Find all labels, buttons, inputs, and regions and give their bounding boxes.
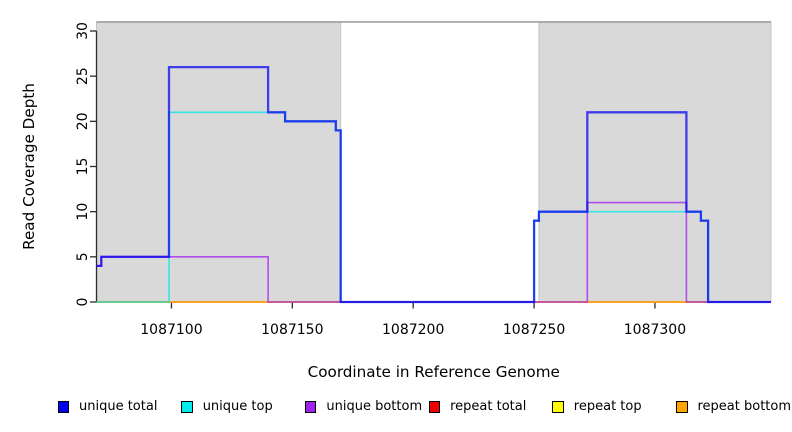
legend-label-unique-top: unique top xyxy=(202,399,273,414)
legend-item-repeat-top: repeat top xyxy=(552,398,642,416)
legend-swatch-unique-top xyxy=(181,401,193,413)
legend-label-repeat-bottom: repeat bottom xyxy=(697,399,792,414)
masked-region xyxy=(538,21,772,303)
legend-label-unique-total: unique total xyxy=(79,399,158,414)
y-tick-label: 10 xyxy=(75,203,91,221)
legend-item-unique-bottom: unique bottom xyxy=(304,398,423,416)
y-tick-label: 5 xyxy=(75,252,91,261)
legend-label-repeat-total: repeat total xyxy=(450,399,527,414)
legend-swatch-repeat-top xyxy=(552,401,564,413)
x-tick-label: 1087300 xyxy=(624,322,686,338)
legend-swatch-repeat-total xyxy=(428,401,441,413)
y-tick-label: 30 xyxy=(75,22,91,40)
legend-item-unique-total: unique total xyxy=(57,398,158,416)
x-tick-label: 1087150 xyxy=(261,322,323,338)
legend: unique total unique top unique bottom repea… xyxy=(0,398,792,418)
masked-region xyxy=(96,21,342,303)
legend-item-unique-top: unique top xyxy=(181,398,273,416)
legend-swatch-unique-total xyxy=(57,401,69,413)
x-tick-label: 1087100 xyxy=(140,322,202,338)
legend-swatch-unique-bottom xyxy=(304,401,317,413)
legend-label-repeat-top: repeat top xyxy=(573,399,642,414)
y-tick-label: 0 xyxy=(75,298,91,307)
legend-item-repeat-total: repeat total xyxy=(428,398,527,416)
legend-item-repeat-bottom: repeat bottom xyxy=(676,398,791,416)
y-tick-label: 20 xyxy=(75,112,91,130)
x-tick-label: 1087250 xyxy=(503,322,565,338)
y-tick-label: 15 xyxy=(75,158,91,176)
series-unique-total xyxy=(96,65,771,304)
legend-swatch-repeat-bottom xyxy=(676,401,688,413)
x-axis-title: Coordinate in Reference Genome xyxy=(308,363,560,381)
x-tick-label: 1087200 xyxy=(382,322,444,338)
y-axis-title: Read Coverage Depth xyxy=(20,83,38,250)
y-tick-label: 25 xyxy=(75,67,91,85)
legend-label-unique-bottom: unique bottom xyxy=(326,399,423,414)
